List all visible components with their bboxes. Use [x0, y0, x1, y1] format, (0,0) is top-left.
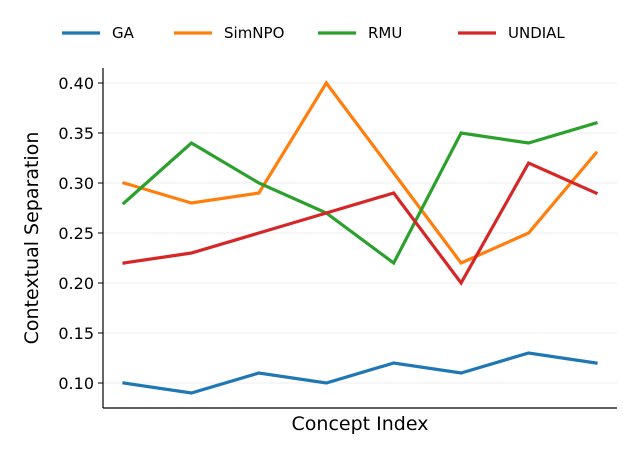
legend: GA SimNPO RMU UNDIAL — [62, 24, 565, 42]
series-line-ga — [122, 351, 598, 395]
y-axis-label: Contextual Separation — [21, 132, 43, 345]
axes — [102, 68, 617, 409]
y-tick-label: 0.25 — [58, 224, 94, 243]
legend-label-undial: UNDIAL — [508, 24, 565, 42]
y-tick-label: 0.35 — [58, 124, 94, 143]
legend-label-simnpo: SimNPO — [224, 24, 284, 42]
y-tick-label: 0.30 — [58, 174, 94, 193]
y-tick-label: 0.15 — [58, 324, 94, 343]
series-line-rmu — [121, 121, 598, 266]
series-lines — [121, 80, 599, 395]
y-ticks: 0.10 0.15 0.20 0.25 0.30 0.35 0.40 — [58, 74, 103, 393]
y-tick-label: 0.10 — [58, 374, 94, 393]
y-tick-label: 0.20 — [58, 274, 94, 293]
legend-label-ga: GA — [112, 24, 135, 42]
y-tick-label: 0.40 — [58, 74, 94, 93]
x-axis-label: Concept Index — [292, 413, 429, 435]
grid-lines — [103, 82, 617, 384]
series-line-undial — [122, 160, 599, 286]
series-line-simnpo — [122, 80, 599, 265]
legend-label-rmu: RMU — [368, 24, 402, 42]
